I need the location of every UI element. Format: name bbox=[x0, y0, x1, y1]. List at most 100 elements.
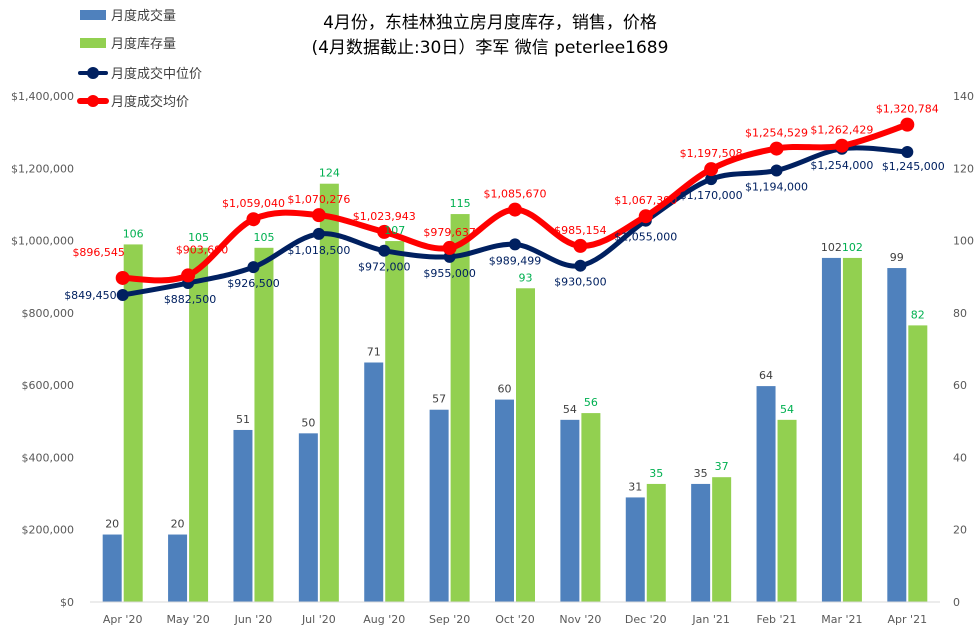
bar-sales-volume bbox=[691, 483, 711, 602]
x-axis-tick-label: Apr '20 bbox=[103, 613, 143, 626]
inventory-label: 105 bbox=[188, 231, 209, 244]
x-axis-tick-label: Nov '20 bbox=[559, 613, 601, 626]
median-price-label: $1,194,000 bbox=[745, 180, 808, 193]
legend-median-price-text: 月度成交中位价 bbox=[111, 66, 202, 82]
left-axis-tick-label: $800,000 bbox=[22, 307, 75, 320]
average-price-marker bbox=[638, 209, 653, 224]
sales-volume-label: 20 bbox=[105, 518, 119, 531]
inventory-label: 124 bbox=[319, 167, 340, 180]
left-axis-tick-label: $1,200,000 bbox=[11, 162, 74, 175]
average-price-marker bbox=[181, 268, 196, 283]
inventory-label: 106 bbox=[123, 227, 144, 240]
bar-inventory bbox=[189, 247, 209, 603]
inventory-label: 115 bbox=[450, 197, 471, 210]
sales-volume-label: 50 bbox=[301, 416, 315, 429]
median-price-label: $989,499 bbox=[489, 254, 542, 267]
inventory-label: 35 bbox=[649, 467, 663, 480]
median-price-marker bbox=[705, 173, 718, 186]
median-price-label: $1,018,500 bbox=[287, 244, 350, 257]
sales-volume-label: 35 bbox=[694, 467, 708, 480]
bars-layer bbox=[102, 183, 928, 603]
median-price-marker bbox=[378, 244, 391, 257]
x-axis-tick-label: Dec '20 bbox=[625, 613, 667, 626]
bar-inventory bbox=[646, 483, 666, 602]
inventory-label: 54 bbox=[780, 403, 794, 416]
x-axis-tick-label: May '20 bbox=[166, 613, 209, 626]
average-price-marker bbox=[115, 270, 130, 285]
x-axis-tick-label: Sep '20 bbox=[429, 613, 470, 626]
sales-volume-label: 57 bbox=[432, 393, 446, 406]
average-price-label: $979,637 bbox=[423, 226, 476, 239]
x-axis-tick-label: Oct '20 bbox=[495, 613, 535, 626]
average-price-label: $896,545 bbox=[72, 246, 125, 259]
average-price-label: $1,070,276 bbox=[287, 193, 350, 206]
bar-sales-volume bbox=[168, 534, 188, 602]
bar-sales-volume bbox=[560, 419, 580, 602]
inventory-label: 105 bbox=[253, 231, 274, 244]
bar-sales-volume bbox=[233, 429, 253, 602]
legend-average-price-text: 月度成交均价 bbox=[111, 94, 189, 110]
median-price-label: $972,000 bbox=[358, 261, 411, 274]
sales-volume-label: 20 bbox=[171, 518, 185, 531]
average-price-marker bbox=[246, 212, 261, 227]
bar-inventory bbox=[123, 244, 143, 602]
right-axis-tick-label: 40 bbox=[953, 451, 967, 464]
bar-sales-volume bbox=[102, 534, 122, 602]
inventory-label: 37 bbox=[715, 460, 729, 473]
bar-sales-volume bbox=[756, 386, 776, 602]
average-price-label: $903,690 bbox=[176, 243, 229, 256]
bar-inventory bbox=[516, 288, 535, 602]
bar-sales-volume bbox=[625, 497, 645, 602]
x-axis-tick-label: Apr '21 bbox=[888, 613, 928, 626]
right-axis-tick-label: 80 bbox=[953, 307, 967, 320]
right-axis-tick-label: 0 bbox=[953, 596, 960, 609]
left-axis-tick-label: $0 bbox=[60, 596, 74, 609]
median-price-marker bbox=[770, 164, 783, 177]
x-axis-tick-label: Jan '21 bbox=[691, 613, 729, 626]
average-price-label: $1,067,390 bbox=[614, 194, 677, 207]
left-axis-tick-label: $200,000 bbox=[22, 524, 75, 537]
median-price-label: $1,055,000 bbox=[614, 231, 677, 244]
chart-title: 4月份，东桂林独立房月度库存，销售，价格 bbox=[323, 13, 657, 33]
left-axis-tick-label: $1,400,000 bbox=[11, 90, 74, 103]
average-price-marker bbox=[704, 162, 719, 177]
median-price-marker bbox=[509, 238, 521, 251]
inventory-label: 93 bbox=[519, 271, 533, 284]
average-price-label: $1,085,670 bbox=[484, 188, 547, 201]
bar-inventory bbox=[254, 247, 274, 603]
inventory-label: 107 bbox=[384, 224, 405, 237]
bar-sales-volume bbox=[364, 362, 384, 602]
bar-inventory bbox=[777, 419, 797, 602]
median-price-label: $1,170,000 bbox=[680, 189, 743, 202]
average-price-marker bbox=[573, 238, 588, 253]
average-price-label: $1,197,508 bbox=[680, 147, 743, 160]
bar-sales-volume bbox=[298, 433, 318, 602]
legend-sales-volume-swatch bbox=[80, 10, 106, 20]
left-axis-tick-label: $1,000,000 bbox=[11, 235, 74, 248]
legend-inventory-text: 月度库存量 bbox=[111, 36, 176, 52]
median-price-marker bbox=[574, 259, 587, 272]
sales-volume-label: 51 bbox=[236, 413, 250, 426]
average-price-label: $1,262,429 bbox=[810, 124, 873, 137]
average-price-marker bbox=[834, 138, 849, 153]
bar-sales-volume bbox=[429, 409, 449, 602]
average-price-marker bbox=[442, 240, 457, 255]
bar-sales-volume bbox=[495, 399, 514, 602]
right-axis-tick-label: 60 bbox=[953, 379, 967, 392]
median-price-label: $930,500 bbox=[554, 276, 607, 289]
x-axis-tick-label: Jul '20 bbox=[301, 613, 336, 626]
right-axis-tick-label: 120 bbox=[953, 162, 974, 175]
sales-volume-label: 54 bbox=[563, 403, 577, 416]
median-price-label: $955,000 bbox=[423, 267, 476, 280]
average-price-label: $1,254,529 bbox=[745, 127, 808, 140]
right-axis-tick-label: 20 bbox=[953, 524, 967, 537]
average-price-label: $1,059,040 bbox=[222, 197, 285, 210]
right-axis-tick-label: 100 bbox=[953, 235, 974, 248]
legend-inventory-swatch bbox=[80, 38, 106, 48]
median-price-label: $1,245,000 bbox=[882, 160, 945, 173]
legend-average-price-swatch-marker bbox=[87, 95, 99, 107]
median-price-label: $849,450 bbox=[64, 289, 117, 302]
average-price-marker bbox=[900, 117, 915, 132]
